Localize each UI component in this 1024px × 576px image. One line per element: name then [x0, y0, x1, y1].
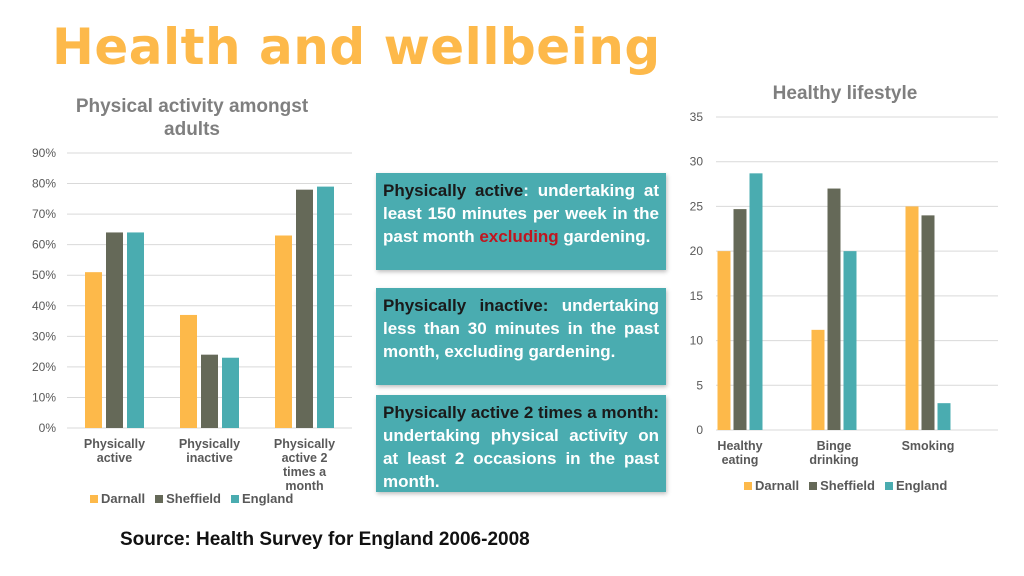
- definition-physically-inactive: Physically inactive: undertaking less th…: [376, 288, 666, 385]
- bar-england-smoking: [937, 403, 951, 430]
- legend-label: Darnall: [101, 491, 146, 506]
- bar-sheffield-physically-inactive: [201, 354, 218, 428]
- legend-item-sheffield: Sheffield: [155, 491, 221, 506]
- y-tick-label: 25: [690, 199, 704, 213]
- y-tick-label: 15: [690, 289, 704, 303]
- legend-label: England: [241, 491, 294, 506]
- legend-swatch: [155, 494, 164, 503]
- legend-item-england: England: [884, 478, 948, 493]
- bar-england-physically-inactive: [222, 357, 239, 428]
- y-tick-label: 20%: [32, 360, 56, 374]
- bar-darnall-smoking: [905, 206, 919, 430]
- y-tick-label: 50%: [32, 268, 56, 282]
- x-category-label-line: month: [285, 479, 323, 493]
- y-tick-label: 80%: [32, 177, 56, 191]
- definition-emphasis: excluding: [479, 227, 559, 246]
- legend-label: England: [895, 478, 948, 493]
- x-category-label-line: times a: [283, 465, 327, 479]
- physical-activity-legend: Darnall Sheffield England: [90, 491, 293, 506]
- bar-darnall-physically-active-2-times-a-month: [275, 235, 292, 428]
- definition-term: Physically active: [383, 181, 524, 200]
- x-category-label: Healthy eating: [717, 439, 762, 467]
- y-tick-label: 70%: [32, 207, 56, 221]
- bar-darnall-physically-active: [85, 272, 102, 428]
- x-category-label-line: Healthy: [717, 439, 762, 453]
- x-category-label-line: Smoking: [902, 439, 955, 453]
- legend-swatch: [230, 494, 239, 503]
- x-category-label: Physically inactive: [179, 437, 240, 465]
- y-tick-label: 60%: [32, 238, 56, 252]
- y-tick-label: 10%: [32, 390, 56, 404]
- definition-text: undertaking physical activity on at leas…: [383, 426, 659, 491]
- legend-label: Sheffield: [166, 491, 221, 506]
- legend-item-england: England: [230, 491, 294, 506]
- bar-sheffield-physically-active-2-times-a-month: [296, 189, 313, 428]
- y-tick-label: 5: [696, 378, 703, 392]
- legend-label: Sheffield: [820, 478, 875, 493]
- x-category-label-line: active: [97, 451, 132, 465]
- bar-england-physically-active-2-times-a-month: [317, 186, 334, 428]
- bar-england-physically-active: [127, 232, 144, 428]
- y-tick-label: 90%: [32, 146, 56, 160]
- x-category-label-line: Physically: [179, 437, 240, 451]
- legend-swatch: [884, 481, 893, 490]
- definition-text: undertaking at least 150 minutes per wee…: [383, 181, 659, 246]
- legend-item-darnall: Darnall: [744, 478, 799, 493]
- definition-text-end: gardening.: [558, 227, 651, 246]
- y-tick-label: 30%: [32, 329, 56, 343]
- y-tick-label: 20: [690, 244, 704, 258]
- bar-darnall-binge-drinking: [811, 329, 825, 430]
- bar-england-binge-drinking: [843, 251, 857, 430]
- legend-label: Darnall: [755, 478, 800, 493]
- x-category-label-line: Physically: [274, 437, 335, 451]
- page-title: Health and wellbeing: [52, 18, 661, 76]
- healthy-lifestyle-chart: 0 5 10 15 20 25 30 35 Healthy eating Binge drinking…: [690, 110, 998, 467]
- definition-term: Physically active 2 times a month:: [383, 403, 659, 422]
- x-category-label: Binge drinking: [809, 439, 858, 467]
- x-category-label-line: eating: [722, 453, 759, 467]
- x-category-label-line: drinking: [809, 453, 858, 467]
- definition-physically-active-2-times: Physically active 2 times a month: under…: [376, 395, 666, 492]
- y-tick-label: 40%: [32, 299, 56, 313]
- bar-darnall-physically-inactive: [180, 314, 197, 428]
- y-tick-label: 30: [690, 155, 704, 169]
- y-tick-label: 10: [690, 334, 704, 348]
- definition-physically-active: Physically active: undertaking at least …: [376, 173, 666, 270]
- chart-title-physical-activity: Physical activity amongst adults: [75, 96, 309, 140]
- bar-sheffield-healthy-eating: [733, 209, 747, 430]
- legend-swatch: [744, 481, 752, 490]
- legend-swatch: [90, 494, 98, 503]
- bar-sheffield-physically-active: [106, 232, 123, 428]
- bar-england-healthy-eating: [749, 173, 763, 430]
- definition-text: undertaking less than 30 minutes in the …: [383, 296, 659, 361]
- bar-sheffield-binge-drinking: [827, 188, 841, 430]
- x-category-label-line: Binge: [817, 439, 852, 453]
- bar-darnall-healthy-eating: [717, 251, 731, 430]
- legend-swatch: [809, 481, 818, 490]
- x-category-label: Physically active 2 times a month: [274, 437, 335, 493]
- healthy-lifestyle-legend: Darnall Sheffield England: [744, 478, 947, 493]
- x-category-label-line: active 2: [282, 451, 328, 465]
- x-category-label-line: inactive: [186, 451, 233, 465]
- x-category-label: Physically active: [84, 437, 145, 465]
- bar-sheffield-smoking: [921, 215, 935, 430]
- y-tick-label: 0: [696, 423, 703, 437]
- definition-separator: :: [523, 181, 529, 200]
- legend-item-darnall: Darnall: [90, 491, 145, 506]
- x-category-label: Smoking: [902, 439, 955, 453]
- y-tick-label: 0%: [39, 421, 57, 435]
- chart-title-healthy-lifestyle: Healthy lifestyle: [772, 83, 918, 104]
- legend-item-sheffield: Sheffield: [809, 478, 875, 493]
- x-category-label-line: Physically: [84, 437, 145, 451]
- physical-activity-chart: 0%10%20%30%40%50%60%70%80%90%Physically a…: [32, 146, 352, 493]
- definition-term: Physically inactive:: [383, 296, 549, 315]
- source-note: Source: Health Survey for England 2006-2…: [120, 529, 530, 550]
- y-tick-label: 35: [690, 110, 704, 124]
